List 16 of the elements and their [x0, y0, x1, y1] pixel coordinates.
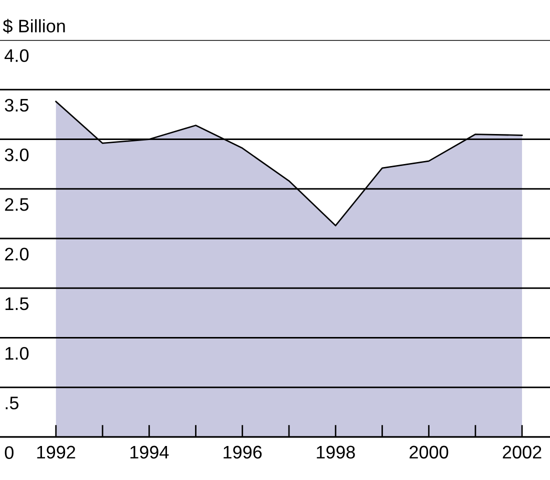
x-tick-label: 2000 — [410, 446, 448, 459]
y-tick-label: 0 — [4, 446, 14, 459]
y-tick-label: 1.5 — [6, 298, 29, 310]
y-tick-label: 4.0 — [4, 49, 29, 62]
y-axis-title: $ Billion — [2, 18, 65, 34]
x-tick-label: 1998 — [316, 446, 355, 459]
y-tick-label: 1.0 — [6, 346, 29, 360]
y-tick-label: 3.5 — [4, 98, 29, 112]
y-tick-label: 2.5 — [5, 198, 29, 211]
x-tick-label: 1996 — [224, 446, 262, 459]
x-tick-label: 1992 — [37, 446, 76, 459]
y-tick-label: .5 — [6, 396, 18, 410]
y-tick-label: 2.0 — [5, 248, 29, 260]
x-tick-label: 2002 — [502, 446, 542, 459]
x-tick-label: 1994 — [130, 446, 169, 459]
y-tick-label: 3.0 — [4, 148, 29, 162]
